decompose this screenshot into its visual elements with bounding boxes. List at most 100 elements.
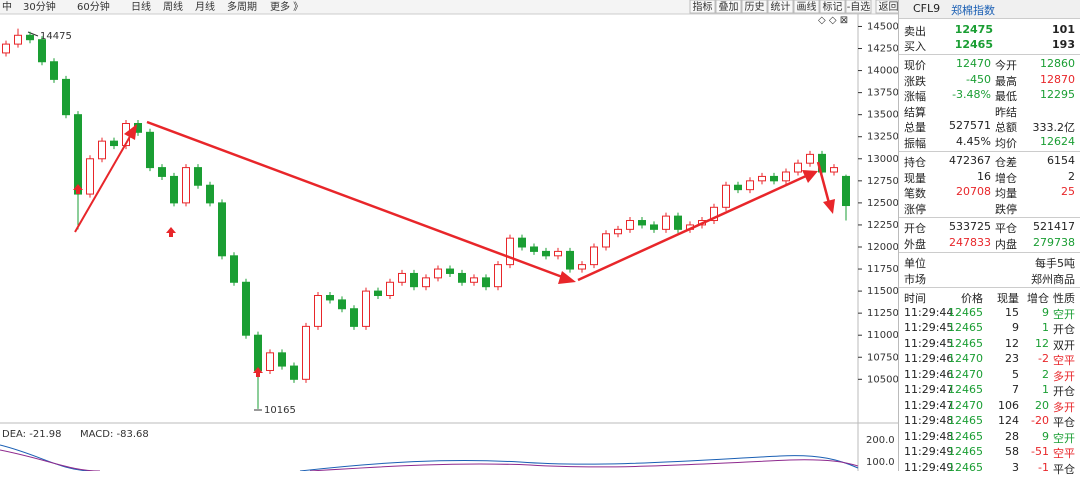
trade-change: 20 [1035, 398, 1049, 412]
candle-body [530, 246, 538, 252]
quote-value: 4.45% [956, 134, 991, 148]
candle-body [62, 78, 70, 116]
candle-body [782, 171, 790, 182]
quote-value: 16 [977, 169, 991, 183]
trade-type: 多开 [1053, 400, 1075, 414]
candle-body [14, 34, 22, 45]
candle-body [494, 264, 502, 288]
quote-value: 郑州商品 [1031, 272, 1075, 286]
quote-label: 市场 [904, 272, 926, 286]
toolbar-button-label[interactable]: -自选 [847, 0, 871, 13]
book-price: 12475 [954, 23, 993, 36]
trade-time: 11:29:47 [904, 398, 954, 412]
trade-price: 12470 [948, 352, 983, 365]
quote-value: 12470 [956, 57, 991, 70]
quote-value: 333.2亿 [1032, 121, 1076, 134]
trade-time: 11:29:46 [904, 367, 954, 381]
candle-body [662, 215, 670, 230]
quote-value: 527571 [949, 119, 991, 132]
trade-change: 9 [1042, 429, 1049, 443]
quote-value: 472367 [949, 154, 991, 167]
candle-body [242, 281, 250, 336]
trade-price: 12465 [948, 460, 983, 474]
y-tick-label: 13250 [867, 132, 898, 143]
trade-volume: 124 [998, 414, 1019, 427]
toolbar-button-label[interactable]: 画线 [797, 0, 817, 13]
period-tab[interactable]: 60分钟 [77, 0, 110, 13]
trade-volume: 5 [1012, 367, 1019, 381]
trade-type: 空平 [1053, 354, 1075, 367]
trade-time: 11:29:45 [904, 321, 954, 334]
separator [899, 54, 1080, 55]
period-tab[interactable]: 日线 [131, 0, 151, 13]
y-tick-label: 11500 [867, 286, 898, 297]
candle-body [554, 250, 562, 257]
quote-label: 最高 [995, 74, 1017, 88]
candle-body [650, 224, 658, 230]
trade-volume: 28 [1005, 429, 1019, 443]
period-tab[interactable]: 更多 》 [270, 0, 303, 13]
trade-price: 12465 [948, 414, 983, 427]
quote-value: 247833 [949, 235, 991, 249]
trade-volume: 9 [1012, 321, 1019, 334]
candle-body [722, 184, 730, 208]
toolbar-button [741, 0, 768, 14]
quote-label: 增仓 [995, 171, 1017, 185]
y-tick-label: 14250 [867, 44, 898, 55]
quote-label: 涨停 [904, 202, 926, 216]
separator [899, 287, 1080, 288]
toolbar-button-label[interactable]: 历史 [745, 1, 765, 13]
quote-value: -3.48% [952, 88, 991, 101]
trade-change: 2 [1042, 367, 1049, 381]
book-volume: 101 [1052, 23, 1075, 36]
quote-value: 6154 [1047, 154, 1075, 167]
book-label: 买入 [904, 40, 926, 53]
candle-body [794, 162, 802, 173]
macd-tick: 100.0 [866, 457, 895, 468]
macd-label: MACD: -83.68 [80, 429, 149, 440]
toolbar-button-label[interactable]: 指标 [693, 0, 713, 13]
trade-change: 9 [1042, 305, 1049, 319]
candle-body [158, 167, 166, 177]
trade-type: 平仓 [1053, 416, 1075, 429]
toolbar-button [875, 0, 898, 14]
period-tab[interactable]: 30分钟 [23, 0, 56, 13]
candle-body [314, 295, 322, 327]
y-tick-label: 10750 [867, 352, 898, 363]
toolbar-icons: ◇ ◇ ⊠ [818, 15, 848, 26]
toolbar-button-label[interactable]: 返回 [879, 1, 899, 13]
candle-body [674, 215, 682, 230]
trade-type: 双开 [1053, 338, 1075, 352]
quote-label: 总量 [904, 121, 926, 134]
low-annotation: 10165 [264, 405, 296, 416]
quote-label: 最低 [995, 90, 1017, 103]
y-tick-label: 11250 [867, 308, 898, 319]
quote-label: 涨跌 [904, 74, 926, 88]
period-tab[interactable]: 中 [2, 0, 12, 13]
trade-change: -2 [1038, 352, 1049, 365]
y-tick-label: 12750 [867, 176, 898, 187]
candle-body [830, 167, 838, 173]
toolbar-button-label[interactable]: 叠加 [719, 1, 739, 13]
quote-label: 总额 [995, 121, 1017, 134]
toolbar-button-label[interactable]: 统计 [771, 0, 791, 13]
period-tab[interactable]: 多周期 [227, 0, 257, 13]
quote-panel: CFL9 郑棉指数 卖出 12475 101 买入 12465 193 现价 12470 今开 128… [898, 0, 1080, 476]
trade-header: 性质 [1053, 292, 1075, 305]
quote-label: 持仓 [904, 156, 926, 169]
candle-body [86, 158, 94, 195]
candle-body [350, 308, 358, 327]
quote-value: 20708 [956, 185, 991, 198]
toolbar-button-label[interactable]: 标记 [823, 1, 843, 13]
candle-body [746, 180, 754, 191]
trade-type: 空平 [1053, 447, 1075, 460]
quote-value: 279738 [1033, 235, 1075, 249]
trade-price: 12465 [948, 321, 983, 334]
trade-header: 时间 [904, 292, 926, 305]
symbol-code: CFL9 [913, 2, 941, 15]
period-tab[interactable]: 周线 [163, 0, 183, 13]
candle-body [842, 175, 850, 207]
toolbar-button [715, 0, 742, 14]
period-tab[interactable]: 月线 [195, 0, 215, 13]
